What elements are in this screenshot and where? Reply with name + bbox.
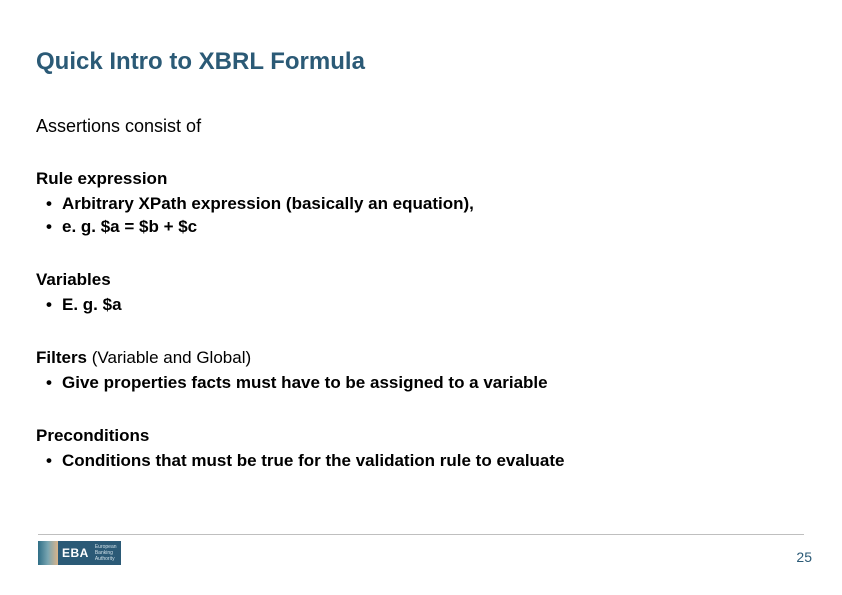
heading-suffix: (Variable and Global) xyxy=(87,348,251,367)
list-item: Arbitrary XPath expression (basically an… xyxy=(36,193,796,216)
bullet-list: Give properties facts must have to be as… xyxy=(36,372,796,395)
logo-text: EBA xyxy=(58,541,95,565)
logo-sub-line: Authority xyxy=(95,556,115,562)
eba-logo: EBAEuropeanBankingAuthority xyxy=(38,541,146,565)
heading-text: Preconditions xyxy=(36,426,149,445)
list-item: Conditions that must be true for the val… xyxy=(36,450,796,473)
logo-subtext: EuropeanBankingAuthority xyxy=(95,541,121,565)
section-heading: Rule expression xyxy=(36,168,796,191)
slide: Quick Intro to XBRL Formula Assertions c… xyxy=(0,0,842,595)
section-heading: Preconditions xyxy=(36,425,796,448)
list-item: Give properties facts must have to be as… xyxy=(36,372,796,395)
list-item: e. g. $a = $b + $c xyxy=(36,216,796,239)
heading-text: Filters xyxy=(36,348,87,367)
section-preconditions: Preconditions Conditions that must be tr… xyxy=(36,425,796,473)
section-rule-expression: Rule expression Arbitrary XPath expressi… xyxy=(36,168,796,239)
slide-subtitle: Assertions consist of xyxy=(36,116,201,137)
heading-text: Rule expression xyxy=(36,169,167,188)
list-item: E. g. $a xyxy=(36,294,796,317)
section-heading: Filters (Variable and Global) xyxy=(36,347,796,370)
bullet-list: Arbitrary XPath expression (basically an… xyxy=(36,193,796,239)
bullet-list: Conditions that must be true for the val… xyxy=(36,450,796,473)
section-filters: Filters (Variable and Global) Give prope… xyxy=(36,347,796,395)
heading-text: Variables xyxy=(36,270,111,289)
section-heading: Variables xyxy=(36,269,796,292)
slide-content: Rule expression Arbitrary XPath expressi… xyxy=(36,168,796,502)
page-number: 25 xyxy=(796,549,812,565)
footer-divider xyxy=(38,534,804,535)
section-variables: Variables E. g. $a xyxy=(36,269,796,317)
bullet-list: E. g. $a xyxy=(36,294,796,317)
logo-gradient-icon xyxy=(38,541,58,565)
slide-title: Quick Intro to XBRL Formula xyxy=(36,48,365,76)
